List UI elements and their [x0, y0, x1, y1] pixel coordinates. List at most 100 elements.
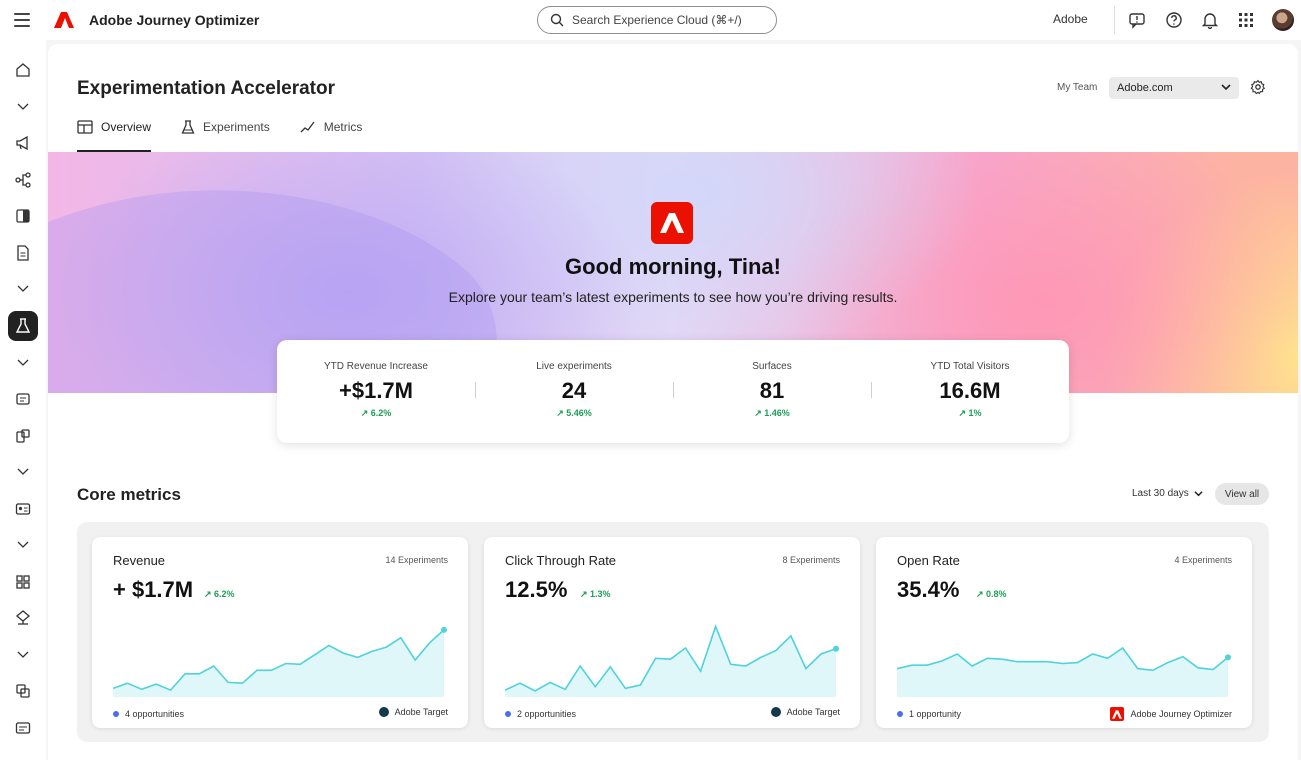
arrow-up-right-icon: ↗: [580, 589, 591, 599]
experiment-count: 4 Experiments: [1174, 555, 1232, 565]
search-input[interactable]: Search Experience Cloud (⌘+/): [537, 6, 777, 34]
kpi-label: Live experiments: [536, 361, 612, 372]
channels-icon[interactable]: [8, 676, 38, 706]
tab-label: Experiments: [203, 120, 270, 134]
sparkline-line: [505, 624, 837, 692]
team-select-value: Adobe.com: [1117, 82, 1173, 94]
metric-title: Click Through Rate: [505, 553, 617, 568]
experimentation-beaker-icon[interactable]: [8, 311, 38, 341]
dashboards-icon[interactable]: [8, 567, 38, 597]
sparkline-area: [113, 629, 444, 697]
kpi-value: 24: [561, 378, 587, 403]
opportunities[interactable]: 4 opportunities: [113, 709, 184, 719]
tab-experiments[interactable]: Experiments: [181, 120, 270, 152]
notifications-icon[interactable]: [1200, 10, 1220, 30]
metric-value: + $1.7M: [113, 577, 194, 602]
metric-title: Open Rate: [897, 553, 960, 568]
search-icon: [550, 13, 564, 27]
greeting-heading: Good morning, Tina!: [565, 254, 781, 279]
feedback-icon[interactable]: [1127, 10, 1147, 30]
org-switcher[interactable]: Adobe: [1053, 12, 1088, 26]
metric-title: Revenue: [113, 553, 166, 568]
tab-label: Overview: [101, 120, 152, 134]
sparkline-chart: [113, 626, 447, 697]
kpi-label: Surfaces: [752, 361, 792, 372]
app-name[interactable]: Adobe Journey Optimizer: [89, 12, 260, 28]
view-all-button[interactable]: View all: [1215, 483, 1269, 505]
team-select[interactable]: Adobe.com: [1109, 77, 1239, 99]
metric-card-open-rate[interactable]: Open Rate 4 Experiments 35.4% ↗ 0.8% 1 o…: [876, 537, 1252, 728]
kpi-delta: ↗ 5.46%: [556, 408, 592, 418]
source-label: Adobe Target: [770, 707, 840, 717]
kpi-value: +$1.7M: [339, 378, 413, 403]
campaigns-megaphone-icon[interactable]: [8, 128, 38, 158]
kpi-total-visitors: YTD Total Visitors 16.6M ↗ 1%: [871, 340, 1069, 443]
metric-card-revenue[interactable]: Revenue 14 Experiments + $1.7M ↗ 6.2% 4 …: [92, 537, 468, 728]
document-icon[interactable]: [8, 238, 38, 268]
source-label: Adobe Journey Optimizer: [1110, 707, 1232, 721]
chevron-down-icon[interactable]: [8, 640, 38, 670]
experiment-count: 14 Experiments: [385, 555, 448, 565]
date-range-label: Last 30 days: [1132, 488, 1189, 499]
adobe-journey-optimizer-icon: [1110, 707, 1125, 721]
audiences-icon[interactable]: [8, 421, 38, 451]
home-icon[interactable]: [8, 55, 38, 85]
tab-label: Metrics: [323, 120, 363, 134]
overview-icon: [77, 120, 93, 134]
chevron-down-icon[interactable]: [8, 92, 38, 122]
arrow-up-right-icon: ↗: [958, 408, 969, 418]
help-icon[interactable]: [1164, 10, 1184, 30]
metric-delta: ↗ 1.3%: [580, 589, 611, 599]
administration-icon[interactable]: [8, 713, 38, 743]
menu-icon[interactable]: [14, 10, 30, 30]
chevron-down-icon[interactable]: [8, 348, 38, 378]
tab-overview[interactable]: Overview: [77, 120, 152, 152]
arrow-up-right-icon: ↗: [976, 589, 987, 599]
chevron-down-icon[interactable]: [8, 530, 38, 560]
chevron-down-icon[interactable]: [8, 274, 38, 304]
decisioning-icon[interactable]: [8, 603, 38, 633]
metric-delta: ↗ 0.8%: [976, 589, 1007, 599]
opportunity-dot: [113, 711, 119, 717]
kpi-label: YTD Revenue Increase: [324, 361, 428, 372]
chevron-down-icon: [1221, 84, 1231, 91]
kpi-delta: ↗ 6.2%: [360, 408, 392, 418]
arrow-up-right-icon: ↗: [754, 408, 765, 418]
apps-grid-icon[interactable]: [1236, 10, 1256, 30]
kpi-delta: ↗ 1%: [958, 408, 982, 418]
sparkline-area: [897, 648, 1228, 697]
opportunities[interactable]: 1 opportunity: [897, 709, 961, 719]
main-content: Experimentation Accelerator My Team Adob…: [48, 44, 1298, 760]
profiles-card-icon[interactable]: [8, 494, 38, 524]
arrow-up-right-icon: ↗: [204, 589, 215, 599]
adobe-target-icon: [378, 707, 389, 717]
top-bar: Adobe Journey Optimizer Search Experienc…: [0, 0, 1301, 40]
content-split-icon[interactable]: [8, 201, 38, 231]
kpi-live-experiments: Live experiments 24 ↗ 5.46%: [475, 340, 673, 443]
gear-icon[interactable]: [1250, 79, 1266, 95]
tab-metrics[interactable]: Metrics: [300, 120, 363, 152]
opportunities[interactable]: 2 opportunities: [505, 709, 576, 719]
chevron-down-icon[interactable]: [8, 457, 38, 487]
trend-line-icon: [300, 121, 315, 133]
opportunity-dot: [897, 711, 903, 717]
core-metrics-heading: Core metrics: [77, 485, 181, 504]
adobe-logo-icon[interactable]: [54, 10, 74, 30]
offers-icon[interactable]: [8, 384, 38, 414]
metric-delta: ↗ 6.2%: [204, 589, 235, 599]
kpi-surfaces: Surfaces 81 ↗ 1.46%: [673, 340, 871, 443]
kpi-value: 16.6M: [939, 378, 1001, 403]
chevron-down-icon: [1194, 491, 1203, 497]
kpi-label: YTD Total Visitors: [930, 361, 1010, 372]
date-range-picker[interactable]: Last 30 days: [1132, 488, 1203, 499]
sparkline-area: [505, 626, 836, 697]
journeys-icon[interactable]: [8, 165, 38, 195]
tab-bar: Overview Experiments Metrics: [77, 120, 362, 152]
metric-value: 35.4%: [897, 577, 960, 602]
metric-card-click-through-rate[interactable]: Click Through Rate 8 Experiments 12.5% ↗…: [484, 537, 860, 728]
user-avatar[interactable]: [1272, 9, 1294, 31]
left-nav-rail: [0, 40, 46, 760]
sparkline-end-point: [441, 626, 447, 633]
kpi-value: 81: [759, 378, 785, 403]
kpi-summary-card: YTD Revenue Increase +$1.7M ↗ 6.2% Live …: [277, 340, 1069, 443]
